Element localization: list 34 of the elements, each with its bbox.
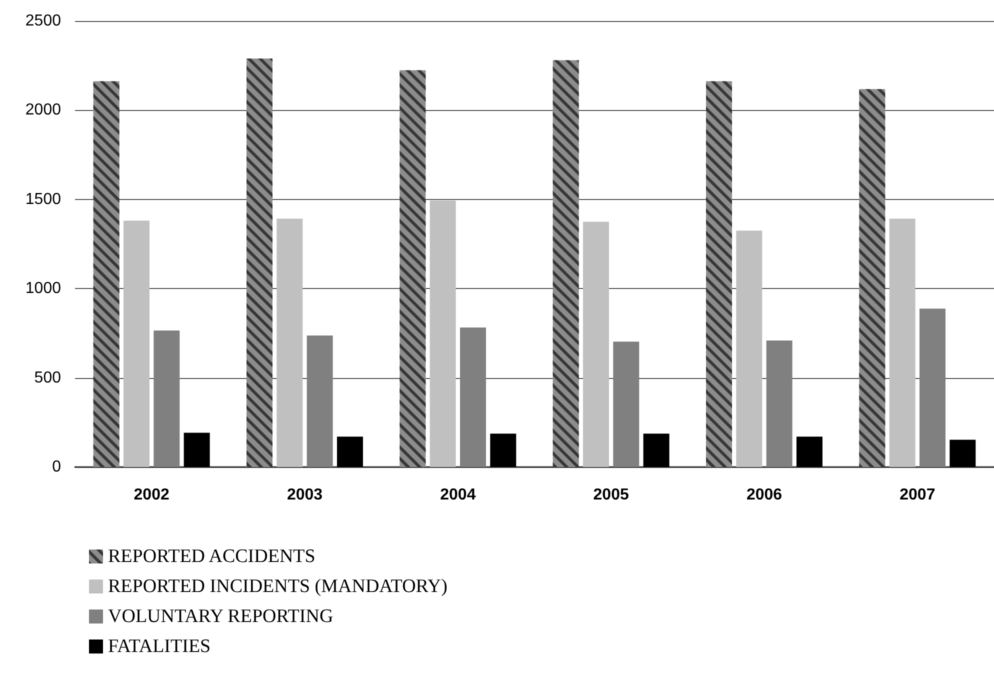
bar: [276, 218, 303, 467]
bar: [336, 436, 363, 467]
legend-label: FATALITIES: [108, 636, 211, 657]
y-tick-label: 1000: [25, 280, 62, 298]
bar: [796, 436, 822, 467]
bar: [154, 330, 180, 467]
y-tick-label: 2500: [25, 12, 62, 30]
y-tick-label: 2000: [25, 102, 62, 119]
bar: [306, 336, 333, 467]
legend-label: VOLUNTARY REPORTING: [108, 606, 334, 627]
bar: [766, 340, 792, 467]
bar: [430, 200, 456, 467]
bar: [919, 308, 946, 467]
y-tick-label: 1500: [25, 190, 62, 208]
bar: [124, 220, 150, 467]
bar: [736, 230, 762, 467]
y-tick-label: 500: [34, 369, 62, 386]
legend-label: REPORTED INCIDENTS (MANDATORY): [108, 576, 448, 597]
x-tick-label: 2002: [134, 486, 170, 504]
y-tick-label: 0: [52, 458, 62, 476]
legend-label: REPORTED ACCIDENTS: [108, 546, 316, 567]
bar: [460, 327, 486, 467]
x-tick-label: 2006: [746, 486, 782, 504]
x-tick-label: 2004: [440, 486, 476, 504]
bar: [643, 434, 670, 467]
x-tick-label: 2007: [900, 486, 936, 504]
bar: [490, 434, 516, 467]
bar: [889, 218, 916, 467]
bar: [583, 222, 610, 467]
bar: [184, 432, 210, 467]
bar: [613, 342, 640, 467]
bar: [950, 440, 976, 467]
x-tick-label: 2003: [286, 486, 323, 504]
x-tick-label: 2005: [593, 486, 629, 504]
